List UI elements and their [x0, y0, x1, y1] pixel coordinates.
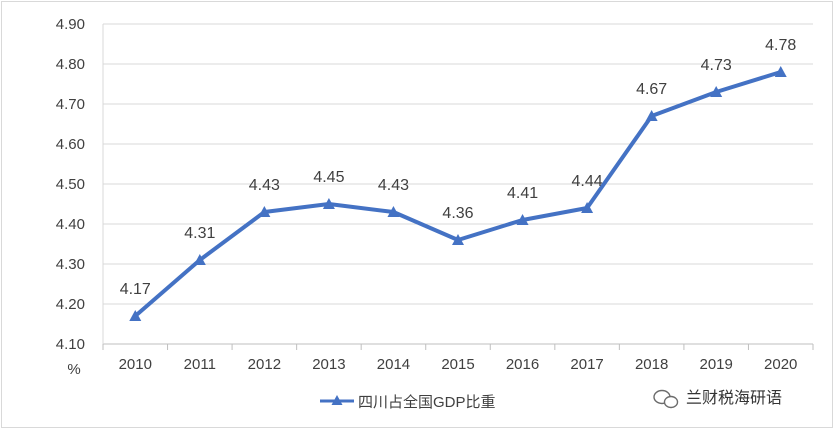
series-line: [133, 70, 783, 318]
y-tick-label: 4.60: [56, 136, 85, 153]
data-point-marker[interactable]: [258, 206, 271, 217]
data-point-marker[interactable]: [452, 234, 464, 245]
data-label: 4.43: [378, 177, 409, 194]
x-tick-label: 2016: [506, 356, 539, 373]
y-tick-label: 4.10: [56, 336, 85, 353]
x-tick-label: 2020: [764, 356, 797, 373]
y-tick-label: 4.80: [56, 56, 85, 73]
x-tick-label: 2014: [377, 356, 410, 373]
data-label: 4.78: [765, 37, 796, 54]
y-axis: 4.10 4.20 4.30 4.40 4.50 4.60 4.70 4.80 4.90: [56, 16, 104, 353]
x-axis: 2010 2011 2012 2013 2014 2015 2016 2017 2018 2019…: [102, 344, 814, 373]
legend-label: 四川占全国GDP比重: [358, 393, 496, 411]
data-point-marker[interactable]: [193, 254, 206, 265]
x-tick-label: 2012: [248, 356, 281, 373]
data-label: 4.43: [249, 177, 280, 194]
watermark: 兰财税海研语: [653, 389, 782, 409]
x-tick-label: 2018: [635, 356, 668, 373]
data-labels: 4.17 4.31 4.43 4.45 4.43 4.36 4.41 4.44 4.67 4.73…: [120, 37, 797, 298]
y-tick-label: 4.70: [56, 96, 85, 113]
y-tick-label: 4.40: [56, 216, 85, 233]
data-point-marker[interactable]: [710, 86, 723, 97]
data-label: 4.17: [120, 281, 151, 298]
y-axis-unit-label: %: [67, 361, 80, 378]
y-tick-label: 4.20: [56, 296, 85, 313]
data-point-marker[interactable]: [129, 310, 142, 321]
data-label: 4.36: [442, 205, 473, 222]
legend-triangle-marker: [331, 395, 343, 405]
data-label: 4.67: [636, 81, 667, 98]
y-tick-label: 4.90: [56, 16, 85, 33]
data-point-marker[interactable]: [322, 198, 335, 209]
data-label: 4.73: [701, 57, 732, 74]
data-label: 4.44: [572, 173, 603, 190]
gridlines: [103, 23, 813, 345]
x-tick-label: 2019: [699, 356, 732, 373]
x-tick-label: 2015: [441, 356, 474, 373]
data-point-marker[interactable]: [645, 110, 658, 121]
data-label: 4.45: [313, 169, 344, 186]
data-point-marker[interactable]: [516, 214, 529, 225]
x-tick-label: 2011: [184, 356, 216, 373]
data-point-marker[interactable]: [774, 66, 787, 77]
y-tick-label: 4.30: [56, 256, 85, 273]
legend[interactable]: 四川占全国GDP比重: [320, 393, 496, 411]
series-layer: [129, 66, 787, 321]
y-tick-label: 4.50: [56, 176, 85, 193]
x-tick-label: 2010: [119, 356, 152, 373]
x-tick-label: 2013: [312, 356, 345, 373]
data-label: 4.41: [507, 185, 538, 202]
wechat-icon: [653, 389, 679, 409]
data-label: 4.31: [184, 225, 215, 242]
data-point-marker[interactable]: [581, 202, 594, 213]
data-point-marker[interactable]: [387, 206, 400, 217]
watermark-text: 兰财税海研语: [686, 389, 782, 407]
x-tick-label: 2017: [570, 356, 603, 373]
